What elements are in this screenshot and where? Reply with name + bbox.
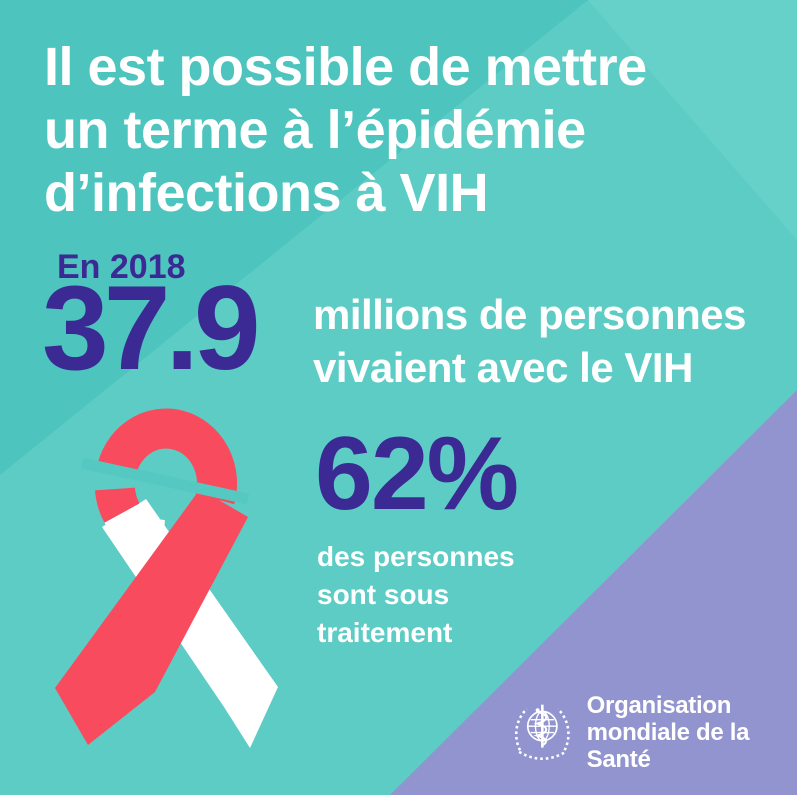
title-line-2: un terme à l’épidémie (44, 100, 586, 160)
who-org-name-line-2: mondiale de la Santé (586, 719, 750, 773)
title-line-3: d’infections à VIH (44, 163, 489, 223)
who-org-name-line-1: Organisation (586, 692, 732, 719)
title-line-1: Il est possible de mettre (44, 37, 647, 97)
stat2-label-line-2: sont sous (317, 579, 450, 610)
who-logo: Organisation mondiale de la Santé (508, 692, 797, 773)
awareness-ribbon-icon (52, 405, 284, 750)
awareness-ribbon-svg (55, 408, 278, 748)
stat2-label-line-3: traitement (317, 617, 453, 648)
stat2-label-line-1: des personnes (317, 541, 515, 572)
stat-living-with-hiv-label: millions de personnes vivaient avec le V… (313, 288, 746, 394)
who-emblem-icon (514, 704, 570, 760)
poster-title: Il est possible de mettre un terme à l’é… (44, 36, 774, 225)
stat-on-treatment-value: 62% (315, 416, 519, 532)
stat1-label-line-2: vivaient avec le VIH (313, 344, 693, 391)
stat1-label-line-1: millions de personnes (313, 291, 746, 338)
stat-on-treatment-label: des personnes sont sous traitement (317, 538, 515, 652)
who-org-name: Organisation mondiale de la Santé (587, 692, 797, 773)
stat-living-with-hiv-value: 37.9 (42, 261, 261, 395)
year-label: En 2018 (57, 248, 186, 286)
